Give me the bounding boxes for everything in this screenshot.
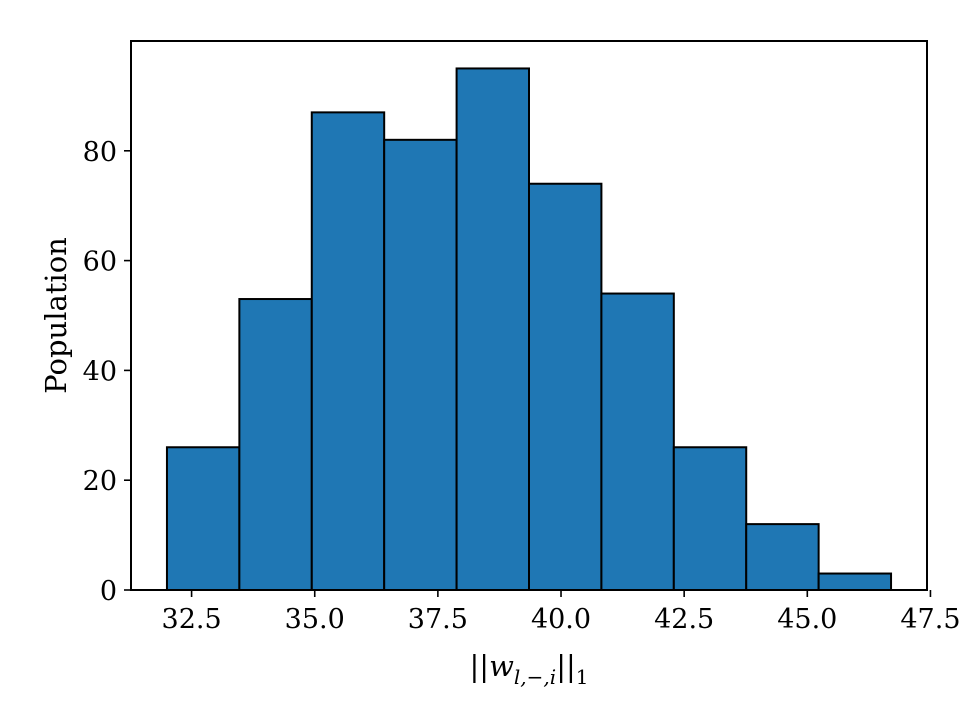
histogram-bar (238, 298, 313, 591)
bars-group (165, 67, 893, 592)
y-axis-label: Population (39, 237, 73, 394)
x-tick-label: 35.0 (285, 604, 345, 635)
x-tick-label: 42.5 (654, 604, 714, 635)
histogram-bar (817, 572, 893, 592)
histogram-bar (600, 292, 675, 591)
y-tick-label: 60 (83, 247, 117, 278)
y-tick-label: 0 (100, 576, 117, 607)
y-tick-label: 20 (83, 466, 117, 497)
histogram-bar (165, 446, 241, 592)
histogram-bar (672, 446, 748, 592)
x-tick-label: 40.0 (531, 604, 591, 635)
x-tick-label: 37.5 (408, 604, 468, 635)
x-tick-label: 45.0 (777, 604, 837, 635)
x-axis-label: ||wl,−,i||1 (470, 649, 589, 689)
x-tick-label: 32.5 (162, 604, 222, 635)
y-axis-ticks: 0 20 40 60 80 (83, 137, 131, 607)
x-axis-ticks: 32.5 35.0 37.5 40.0 42.5 45.0 47.5 (162, 590, 961, 635)
histogram-bar (528, 182, 603, 592)
x-tick-label: 47.5 (900, 604, 960, 635)
y-tick-label: 80 (83, 137, 117, 168)
y-tick-label: 40 (83, 356, 117, 387)
histogram-bar (745, 523, 820, 591)
histogram-bar (310, 111, 386, 592)
histogram-bar (383, 138, 458, 591)
plot-frame (130, 40, 928, 591)
histogram-bar (455, 67, 530, 591)
